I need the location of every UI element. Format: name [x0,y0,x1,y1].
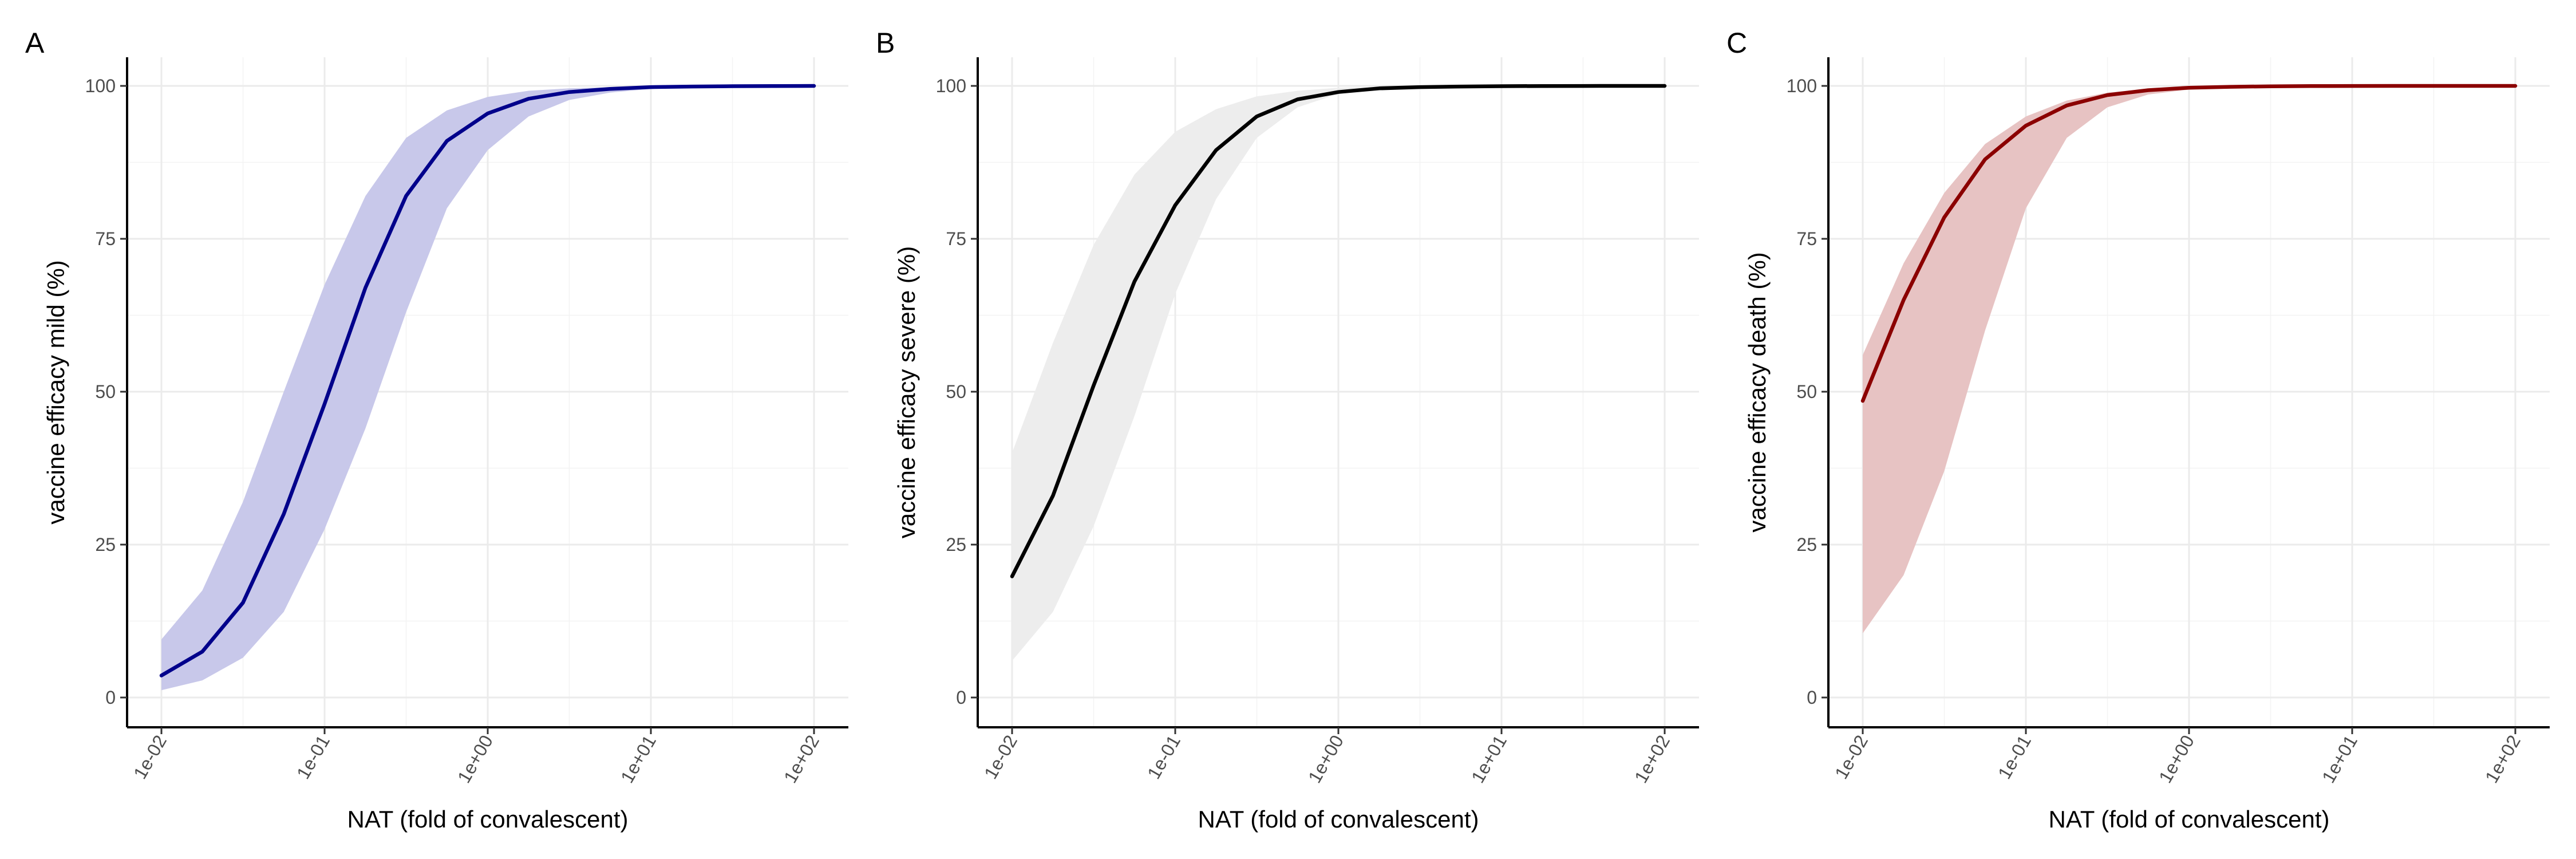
y-tick-label: 100 [85,76,116,96]
x-tick-label: 1e+01 [1467,732,1511,787]
panel-tag: A [25,27,45,59]
efficacy-line [159,84,816,677]
y-tick-label: 50 [946,381,966,402]
panel-a: 0 25 50 75 100 1e-02 1e-01 1e+00 1e+01 1e+02 NAT (… [25,27,848,833]
y-tick-label: 75 [946,228,966,249]
y-tick-label: 25 [1796,534,1817,555]
panel-c: 0 25 50 75 100 1e-02 1e-01 1e+00 1e+01 1e+02 NAT (… [1726,27,2550,833]
x-tick-label: 1e-02 [129,732,171,783]
y-tick-label: 75 [95,228,116,249]
confidence-band [161,86,814,691]
x-axis-title: NAT (fold of convalescent) [1198,806,1479,833]
x-axis-title: NAT (fold of convalescent) [2049,806,2330,833]
x-tick-label: 1e+02 [2481,732,2524,787]
panel-tag: B [876,27,895,59]
y-tick-label: 100 [936,76,966,96]
y-tick-label: 75 [1796,228,1817,249]
efficacy-line [1010,84,1667,578]
x-tick-label: 1e+01 [2318,732,2361,787]
y-tick-label: 50 [1796,381,1817,402]
y-tick-label: 0 [1807,687,1817,708]
x-tick-label: 1e-02 [980,732,1021,783]
y-axis-title: vaccine efficacy mild (%) [42,260,69,524]
y-tick-label: 25 [95,534,116,555]
x-tick-label: 1e+00 [2155,732,2198,787]
x-tick-label: 1e+01 [617,732,660,787]
y-axis-title: vaccine efficacy severe (%) [893,246,920,538]
y-axis-title: vaccine efficacy death (%) [1744,252,1771,532]
x-tick-label: 1e+02 [1630,732,1674,787]
x-axis-title: NAT (fold of convalescent) [347,806,629,833]
x-tick-label: 1e-02 [1831,732,1872,783]
y-tick-label: 0 [956,687,966,708]
x-tick-label: 1e+02 [780,732,823,787]
y-tick-label: 25 [946,534,966,555]
x-tick-label: 1e-01 [1994,732,2035,783]
confidence-band [1012,86,1665,661]
x-tick-label: 1e-01 [1143,732,1184,783]
efficacy-line [1860,84,2518,403]
x-tick-label: 1e+00 [453,732,497,787]
y-tick-label: 50 [95,381,116,402]
panel-tag: C [1726,27,1747,59]
y-tick-label: 0 [105,687,116,708]
y-tick-label: 100 [1787,76,1817,96]
x-tick-label: 1e+00 [1304,732,1348,787]
panel-b: 0 25 50 75 100 1e-02 1e-01 1e+00 1e+01 1e+02 NAT (… [876,27,1699,833]
x-tick-label: 1e-01 [293,732,334,783]
